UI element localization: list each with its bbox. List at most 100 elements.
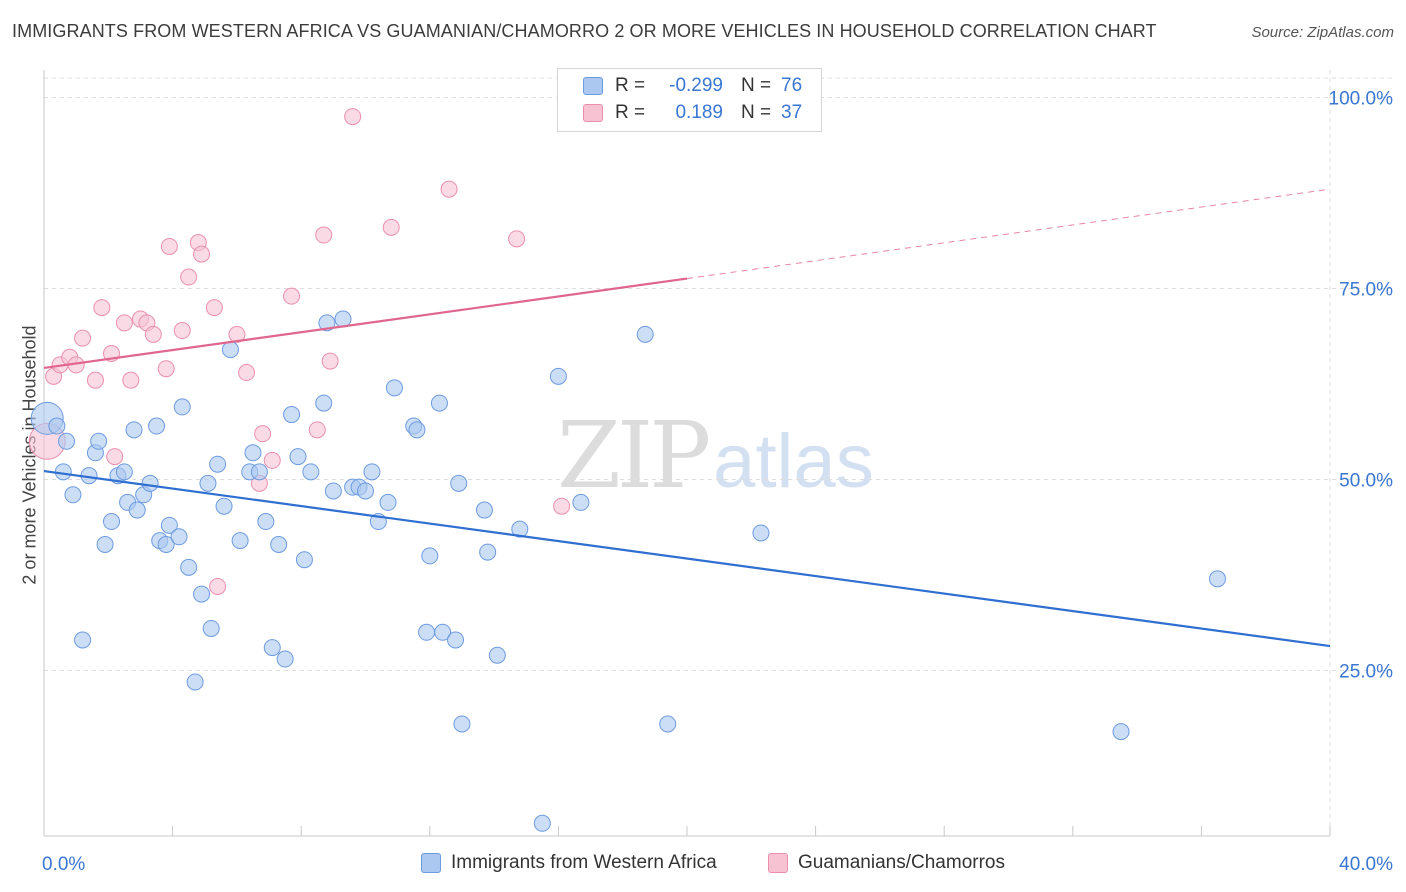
data-point-western-africa — [408, 421, 426, 439]
data-point-guamanian — [344, 108, 362, 126]
legend-r-label: R = — [615, 75, 646, 96]
series-legend: Immigrants from Western Africa Guamanian… — [0, 852, 1406, 878]
data-point-western-africa — [209, 455, 227, 473]
data-point-western-africa — [96, 535, 114, 553]
legend-item-western-africa[interactable]: Immigrants from Western Africa — [421, 852, 717, 874]
data-point-guamanian — [173, 322, 191, 340]
data-point-guamanian — [106, 448, 124, 466]
data-point-guamanian — [205, 299, 223, 317]
data-point-western-africa — [157, 535, 175, 553]
trend-line-western-africa — [43, 470, 1331, 648]
data-point-western-africa — [357, 482, 374, 500]
data-point-guamanian — [440, 180, 458, 198]
data-point-guamanian — [74, 329, 92, 347]
data-point-western-africa — [125, 421, 143, 439]
data-point-western-africa — [421, 547, 439, 565]
data-point-western-africa — [90, 432, 108, 450]
data-point-western-africa — [430, 394, 448, 412]
legend-label-western-africa: Immigrants from Western Africa — [451, 852, 717, 873]
data-point-western-africa — [1112, 723, 1130, 741]
y-tick-label: 25.0% — [1339, 662, 1393, 683]
data-point-western-africa — [173, 398, 191, 416]
legend-swatch-blue — [421, 853, 441, 873]
data-point-western-africa — [453, 715, 471, 733]
data-point-western-africa — [418, 623, 436, 641]
data-point-western-africa — [533, 814, 551, 832]
chart-title: IMMIGRANTS FROM WESTERN AFRICA VS GUAMAN… — [12, 21, 1157, 41]
y-tick-label: 75.0% — [1339, 280, 1393, 301]
source-label: Source: ZipAtlas.com — [1251, 24, 1394, 41]
legend-row-blue: R = -0.299 N = 76 — [558, 73, 802, 99]
data-point-western-africa — [148, 417, 166, 435]
data-point-western-africa — [160, 516, 178, 534]
legend-item-guamanians[interactable]: Guamanians/Chamorros — [768, 852, 1005, 874]
y-tick-label: 50.0% — [1339, 471, 1393, 492]
trend-line-guamanian-extension — [686, 188, 1331, 280]
data-point-guamanian — [115, 314, 133, 332]
data-point-western-africa — [199, 474, 217, 492]
legend-n-value: 37 — [781, 102, 803, 123]
y-tick-label: 100.0% — [1329, 89, 1394, 110]
data-point-western-africa — [479, 543, 497, 561]
data-point-western-africa — [511, 520, 529, 538]
x-tick-label: 40.0% — [1339, 854, 1393, 875]
data-point-western-africa — [250, 463, 268, 481]
trend-line-guamanian — [43, 277, 688, 370]
legend-swatch-pink — [583, 104, 603, 122]
data-point-western-africa — [659, 715, 677, 733]
data-point-guamanian — [283, 287, 301, 305]
data-point-western-africa — [74, 631, 92, 649]
correlation-legend: R = -0.299 N = 76 R = 0.189 N = 37 — [557, 68, 822, 132]
data-point-guamanian — [228, 325, 246, 343]
data-point-western-africa — [186, 673, 204, 691]
data-point-guamanian — [553, 497, 571, 515]
data-point-western-africa — [48, 417, 66, 435]
data-point-western-africa — [257, 513, 275, 531]
data-point-guamanian — [308, 421, 326, 439]
data-point-western-africa — [58, 432, 76, 450]
data-point-western-africa — [270, 535, 288, 553]
data-point-guamanian — [93, 299, 111, 317]
data-point-western-africa — [752, 524, 770, 542]
data-point-western-africa — [215, 497, 233, 515]
data-point-western-africa — [289, 448, 307, 466]
legend-label-guamanians: Guamanians/Chamorros — [798, 852, 1005, 873]
data-point-guamanian — [382, 218, 400, 236]
data-point-western-africa — [202, 619, 220, 637]
legend-n-label: N = — [741, 75, 772, 96]
data-point-guamanian — [238, 364, 256, 382]
data-point-guamanian — [209, 577, 227, 595]
legend-r-value: 0.189 — [675, 102, 723, 123]
data-point-western-africa — [64, 486, 82, 504]
data-point-western-africa — [450, 474, 468, 492]
data-point-western-africa — [549, 367, 567, 385]
legend-r-label: R = — [615, 102, 646, 123]
data-point-guamanian — [193, 245, 211, 263]
x-tick-label: 0.0% — [42, 854, 85, 875]
data-point-western-africa — [283, 406, 301, 424]
legend-n-value: 76 — [781, 75, 803, 96]
data-point-western-africa — [363, 463, 381, 481]
data-point-western-africa — [318, 314, 336, 332]
data-point-western-africa — [276, 650, 294, 668]
data-point-western-africa — [180, 558, 198, 576]
data-point-western-africa — [488, 646, 506, 664]
data-point-western-africa — [379, 493, 397, 511]
data-point-western-africa — [231, 532, 249, 550]
data-point-western-africa — [295, 551, 313, 569]
data-point-western-africa — [324, 482, 342, 500]
data-point-western-africa — [447, 631, 465, 649]
data-point-guamanian — [263, 451, 281, 469]
data-point-guamanian — [180, 268, 198, 286]
data-point-western-africa — [221, 341, 239, 359]
data-point-western-africa — [141, 474, 159, 492]
data-point-western-africa — [475, 501, 493, 519]
data-point-guamanian — [144, 325, 162, 343]
data-point-guamanian — [160, 237, 178, 255]
legend-r-value: -0.299 — [669, 75, 723, 96]
data-point-western-africa — [385, 379, 403, 397]
data-point-western-africa — [244, 444, 262, 462]
legend-swatch-pink — [768, 853, 788, 873]
data-point-guamanian — [157, 360, 175, 378]
